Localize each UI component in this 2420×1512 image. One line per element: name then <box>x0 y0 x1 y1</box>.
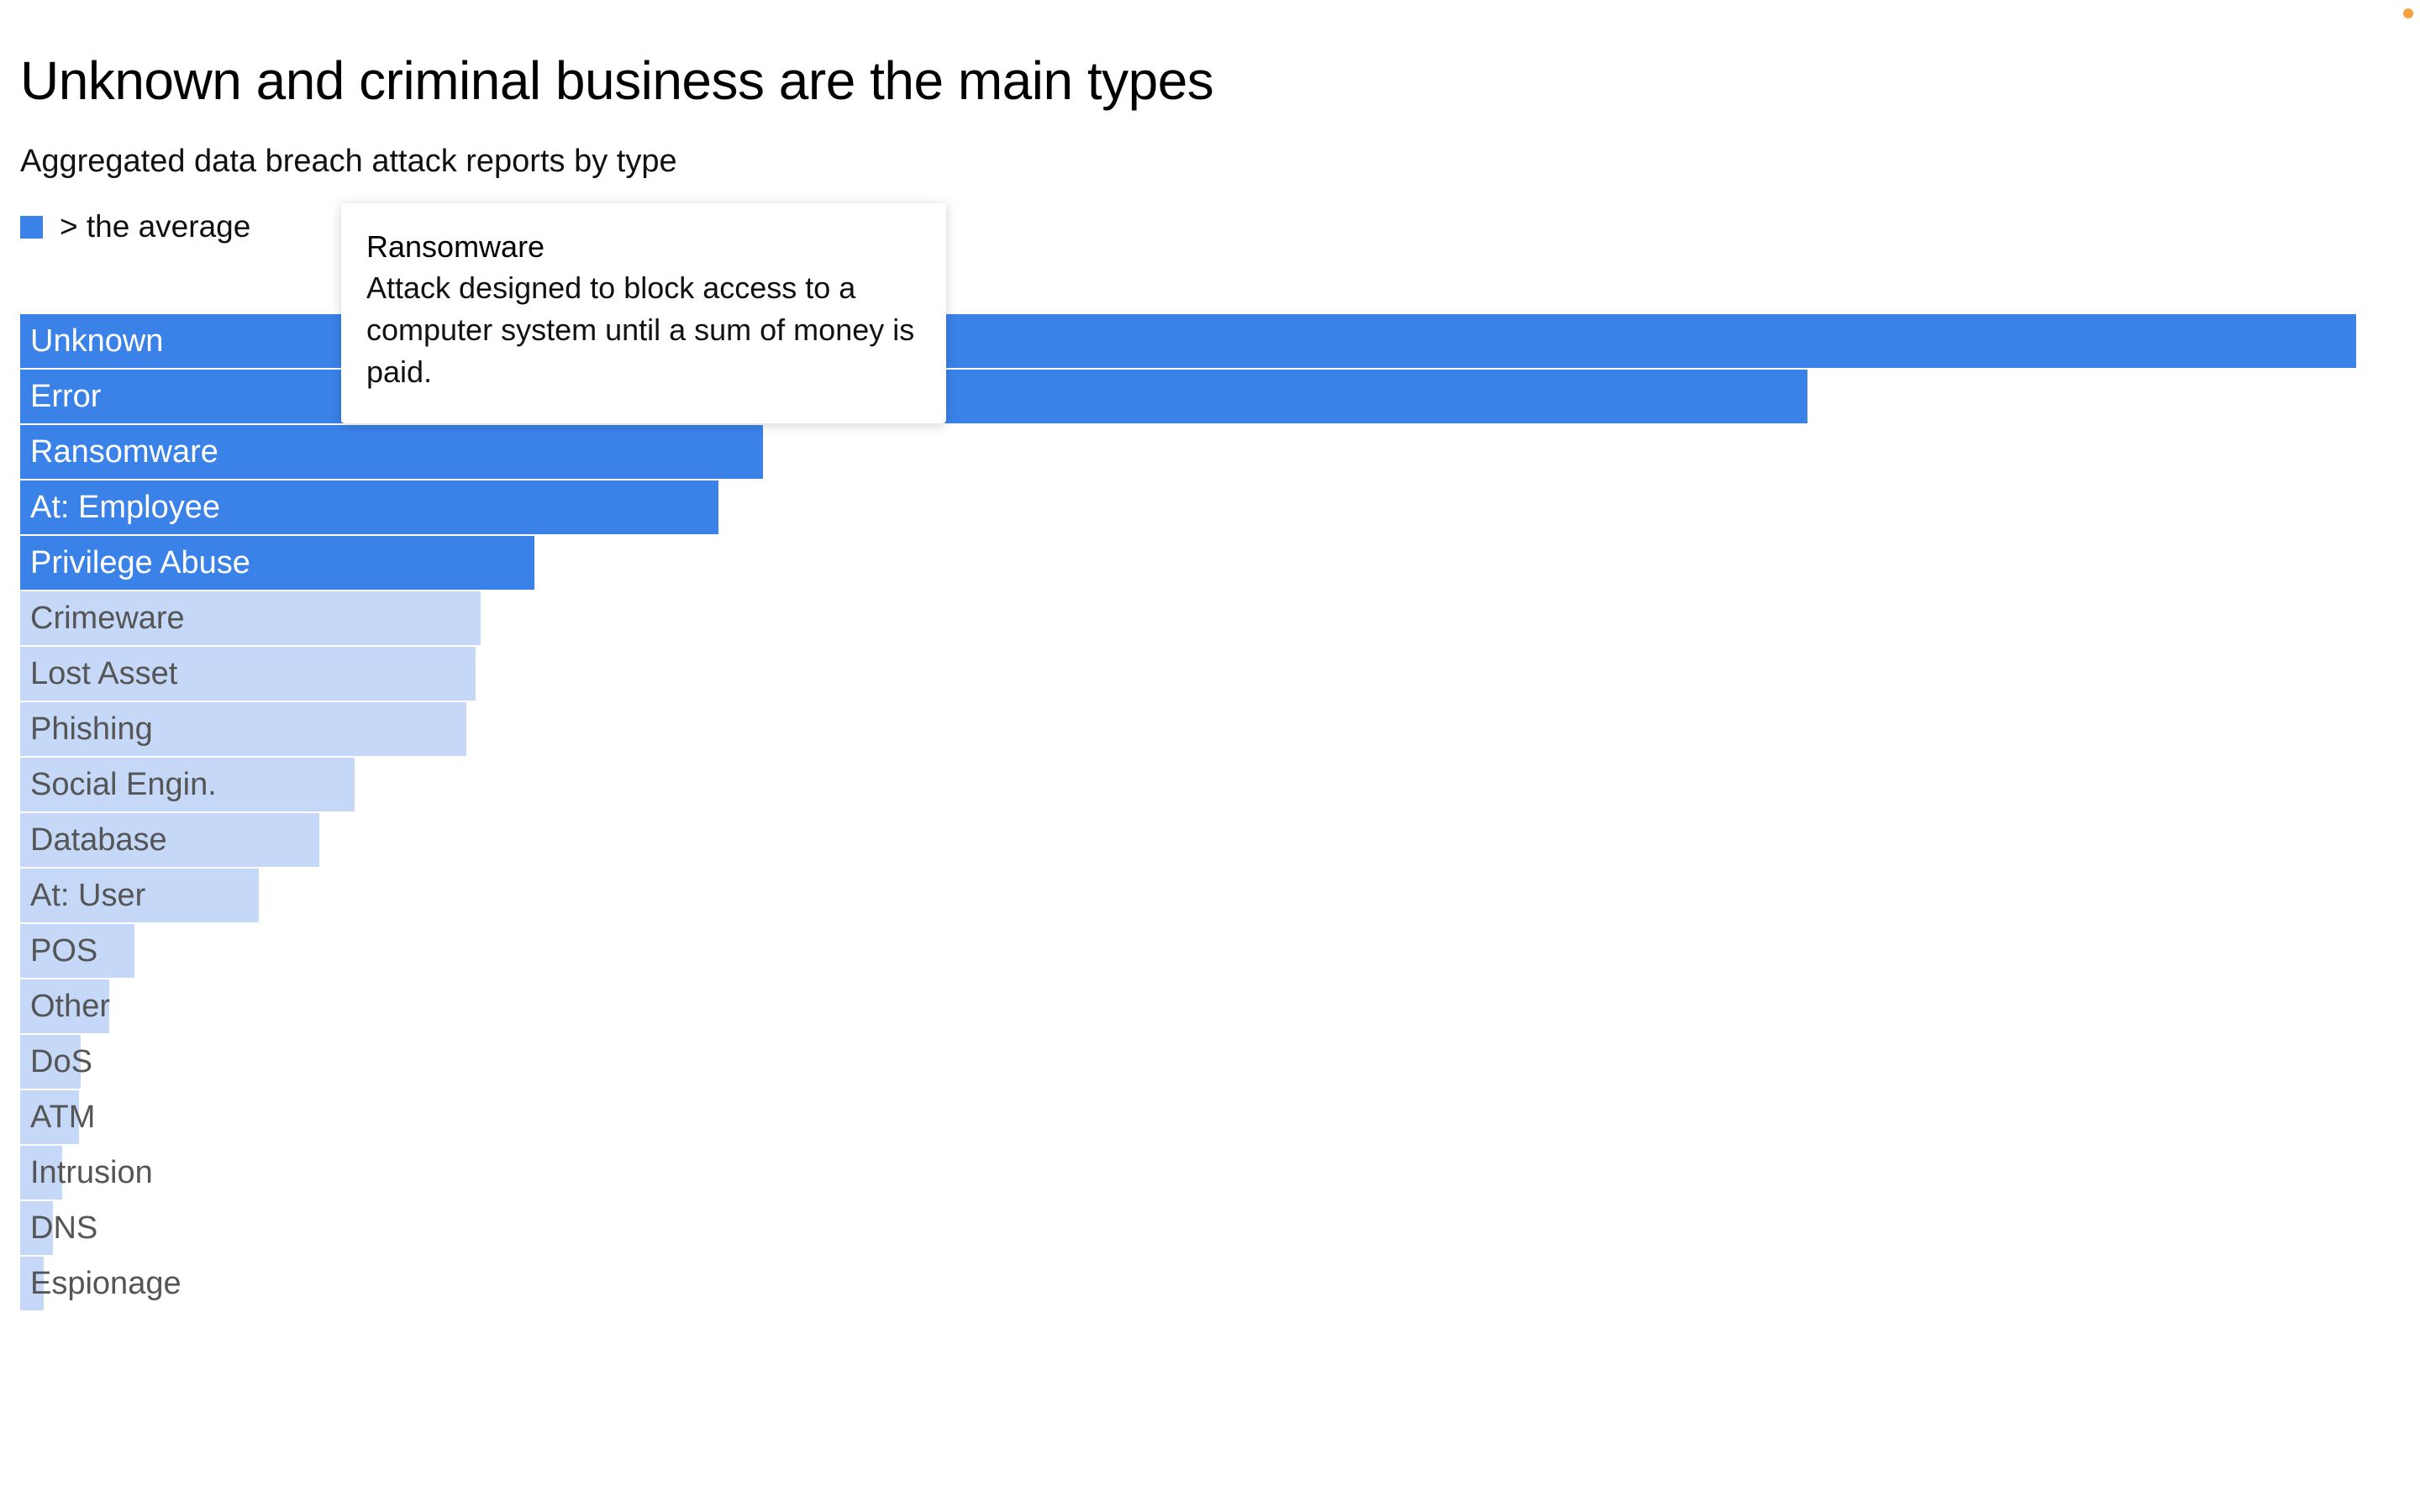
bar[interactable] <box>20 1035 82 1089</box>
bar[interactable] <box>20 425 764 479</box>
bar-label: Database <box>30 822 167 858</box>
bar-label: POS <box>30 933 98 969</box>
bar-label: Other <box>30 989 111 1024</box>
bar-label: At: User <box>30 878 146 913</box>
bar-row[interactable]: Phishing <box>20 702 2356 756</box>
bar-row[interactable]: ATM <box>20 1090 2356 1144</box>
bar-row[interactable]: DNS <box>20 1201 2356 1255</box>
chart-subtitle: Aggregated data breach attack reports by… <box>20 144 677 179</box>
bar-label: Phishing <box>30 711 153 747</box>
bar[interactable] <box>20 758 355 811</box>
bar[interactable] <box>20 813 319 867</box>
bar[interactable] <box>20 647 476 701</box>
bar-chart: Unknown Error Ransomware At: Employee Privil… <box>20 314 2356 1314</box>
bar[interactable] <box>20 869 259 922</box>
bar-label: ATM <box>30 1100 96 1135</box>
bar-row[interactable]: POS <box>20 924 2356 978</box>
bar-row[interactable]: Intrusion <box>20 1146 2356 1200</box>
bar-row[interactable]: Other <box>20 979 2356 1033</box>
bar[interactable] <box>20 536 534 590</box>
chart-title: Unknown and criminal business are the ma… <box>20 50 1214 111</box>
bar-row[interactable]: Social Engin. <box>20 758 2356 811</box>
status-dot-icon <box>2403 8 2413 18</box>
legend: > the average <box>20 203 250 250</box>
bar[interactable] <box>20 1201 53 1255</box>
bar[interactable] <box>20 1146 63 1200</box>
bar-label: Privilege Abuse <box>30 545 250 580</box>
bar-row[interactable]: At: User <box>20 869 2356 922</box>
bar-row[interactable]: Lost Asset <box>20 647 2356 701</box>
tooltip: Ransomware Attack designed to block acce… <box>341 203 946 423</box>
bar-row[interactable]: At: Employee <box>20 480 2356 534</box>
bar-label: Error <box>30 379 102 414</box>
bar-row[interactable]: Espionage <box>20 1257 2356 1310</box>
legend-label: > the average <box>60 209 251 244</box>
bar-row[interactable]: Crimeware <box>20 591 2356 645</box>
bar-label: Crimeware <box>30 601 185 636</box>
bar-label: Lost Asset <box>30 656 178 691</box>
bar-label: Ransomware <box>30 434 218 470</box>
bar-label: DoS <box>30 1044 92 1079</box>
bar-label: Unknown <box>30 323 164 359</box>
tooltip-title: Ransomware <box>366 229 545 264</box>
legend-swatch <box>20 215 43 239</box>
bar[interactable] <box>20 591 481 645</box>
bar[interactable] <box>20 1090 79 1144</box>
bar[interactable] <box>20 979 109 1033</box>
bar-row[interactable]: Privilege Abuse <box>20 536 2356 590</box>
bar-label: Intrusion <box>30 1155 153 1190</box>
tooltip-body: Attack designed to block access to a com… <box>366 270 915 389</box>
bar-label: Social Engin. <box>30 767 217 802</box>
bar[interactable] <box>20 702 466 756</box>
bar-row[interactable]: Ransomware <box>20 425 2356 479</box>
bar-row[interactable]: DoS <box>20 1035 2356 1089</box>
bar-label: DNS <box>30 1210 98 1246</box>
bar[interactable] <box>20 480 719 534</box>
bar[interactable] <box>20 924 135 978</box>
bar-label: Espionage <box>30 1266 182 1301</box>
bar-row[interactable]: Database <box>20 813 2356 867</box>
bar-label: At: Employee <box>30 490 220 525</box>
bar[interactable] <box>20 1257 44 1310</box>
